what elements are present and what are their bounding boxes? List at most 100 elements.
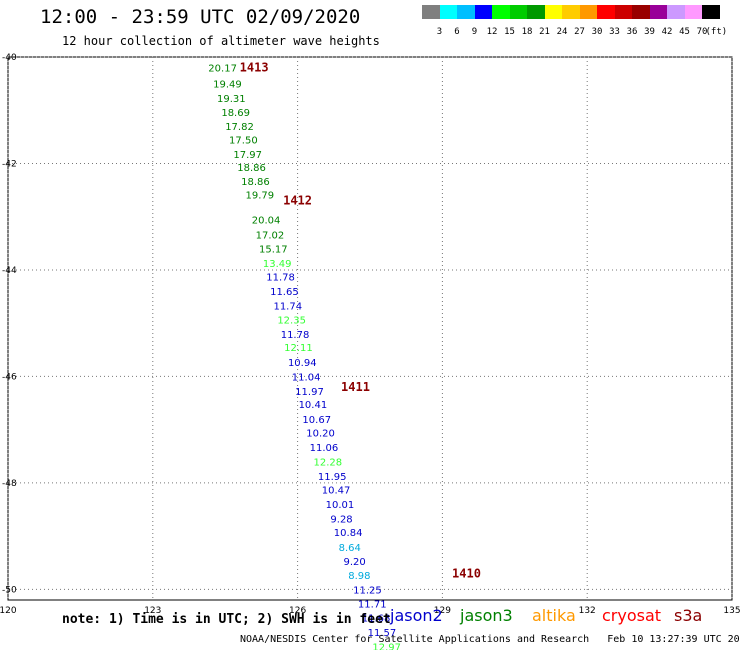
latitude-tick-label: -50 (2, 585, 17, 595)
latitude-tick-label: -48 (2, 479, 17, 489)
color-swatch (492, 5, 510, 19)
wave-height-value: 11.57 (368, 628, 397, 639)
color-label: (ft) (705, 27, 728, 37)
color-label: 33 (609, 27, 620, 37)
color-swatch (509, 5, 527, 19)
color-label: 30 (591, 27, 603, 37)
color-swatch (632, 5, 650, 19)
wave-height-value: 9.28 (330, 515, 352, 526)
wave-height-value: 11.97 (295, 387, 324, 398)
wave-height-value: 12.35 (277, 315, 306, 326)
color-swatch (597, 5, 615, 19)
wave-height-value: 15.17 (259, 245, 288, 256)
wave-height-value: 12.28 (314, 458, 343, 469)
wave-height-value: 11.04 (292, 372, 321, 383)
color-label: 39 (644, 27, 655, 37)
color-swatch (422, 5, 440, 19)
wave-height-value: 11.78 (281, 330, 310, 341)
color-swatch (649, 5, 667, 19)
longitude-tick-label: 129 (434, 606, 451, 616)
wave-height-value: 17.97 (233, 150, 262, 161)
wave-height-value: 10.47 (322, 485, 351, 496)
color-swatch (702, 5, 720, 19)
map-frame (7, 56, 733, 601)
wave-height-value: 19.31 (217, 94, 246, 105)
color-label: 3 (436, 27, 443, 37)
wave-height-value: 10.84 (334, 528, 363, 539)
longitude-tick-label: 123 (144, 606, 161, 616)
color-label: 24 (556, 27, 568, 37)
wave-height-value: 11.78 (266, 272, 295, 283)
wave-height-value: 19.79 (245, 190, 274, 201)
color-label: 36 (626, 27, 638, 37)
wave-height-value: 17.50 (229, 136, 258, 147)
satellite-legend-entry: jason2 (390, 606, 443, 625)
longitude-tick-label: 120 (0, 606, 17, 616)
color-label: 21 (539, 27, 550, 37)
wave-height-value: 13.49 (263, 259, 292, 270)
longitude-tick-label: 132 (579, 606, 596, 616)
satellite-legend-entry: altika (532, 606, 576, 625)
page-title: 12:00 - 23:59 UTC 02/09/2020 (40, 6, 361, 28)
wave-height-value: 17.02 (256, 230, 285, 241)
satellite-legend-entry: s3a (674, 606, 703, 625)
wave-height-value: 10.67 (302, 415, 331, 426)
wave-height-value: 20.04 (252, 215, 281, 226)
wave-height-value: 9.20 (343, 557, 365, 568)
latitude-tick-label: -46 (2, 372, 17, 382)
wave-height-value: 18.86 (241, 177, 270, 188)
track-number-label: 1413 (240, 61, 269, 75)
color-swatch (544, 5, 562, 19)
credit-footer: NOAA/NESDIS Center for Satellite Applica… (240, 634, 740, 645)
satellite-legend-entry: jason3 (460, 606, 513, 625)
units-note: note: 1) Time is in UTC; 2) SWH is in fe… (62, 612, 391, 627)
longitude-tick-label: 135 (723, 606, 740, 616)
wave-height-value: 12.97 (372, 642, 401, 650)
latitude-tick-label: -44 (2, 266, 17, 276)
color-label: 15 (504, 27, 515, 37)
wave-height-value: 12.11 (284, 343, 313, 354)
wave-height-value: 11.65 (270, 287, 299, 298)
wave-height-value: 11.25 (353, 585, 382, 596)
track-number-label: 1411 (341, 380, 370, 394)
color-label: 27 (574, 27, 585, 37)
track-number-label: 1412 (283, 194, 312, 208)
wave-height-value: 11.95 (318, 472, 347, 483)
color-label: 6 (454, 27, 460, 37)
wave-height-value: 10.20 (306, 428, 335, 439)
color-swatch (614, 5, 632, 19)
color-label: 9 (471, 27, 478, 37)
wave-height-value: 10.94 (288, 358, 317, 369)
color-swatch (579, 5, 597, 19)
color-label: 42 (661, 27, 673, 37)
wave-height-value: 11.68 (362, 614, 391, 625)
wave-height-value: 11.74 (273, 302, 302, 313)
wave-height-value: 11.06 (310, 443, 339, 454)
wave-height-value: 10.41 (299, 400, 328, 411)
latitude-tick-label: -40 (2, 53, 17, 63)
wave-height-value: 18.69 (221, 108, 250, 119)
color-swatch (474, 5, 492, 19)
page-subtitle: 12 hour collection of altimeter wave hei… (62, 34, 380, 48)
track-number-label: 1410 (452, 566, 481, 580)
wave-height-value: 17.82 (225, 122, 254, 133)
satellite-legend-entry: cryosat (602, 606, 662, 625)
wave-height-value: 8.98 (348, 571, 370, 582)
color-swatch (667, 5, 685, 19)
wave-height-value: 19.49 (213, 80, 242, 91)
color-swatch (684, 5, 702, 19)
color-swatch (527, 5, 545, 19)
wave-height-value: 18.86 (237, 163, 266, 174)
color-swatch (457, 5, 475, 19)
color-label: 70 (696, 27, 708, 37)
latitude-tick-label: -42 (2, 159, 17, 169)
color-swatch (439, 5, 457, 19)
color-label: 45 (679, 27, 690, 37)
color-label: 18 (521, 27, 533, 37)
color-label: 12 (486, 27, 498, 37)
wave-height-value: 11.71 (358, 600, 387, 611)
wave-height-value: 8.64 (339, 543, 361, 554)
color-swatch (562, 5, 580, 19)
wave-height-value: 10.01 (326, 500, 355, 511)
